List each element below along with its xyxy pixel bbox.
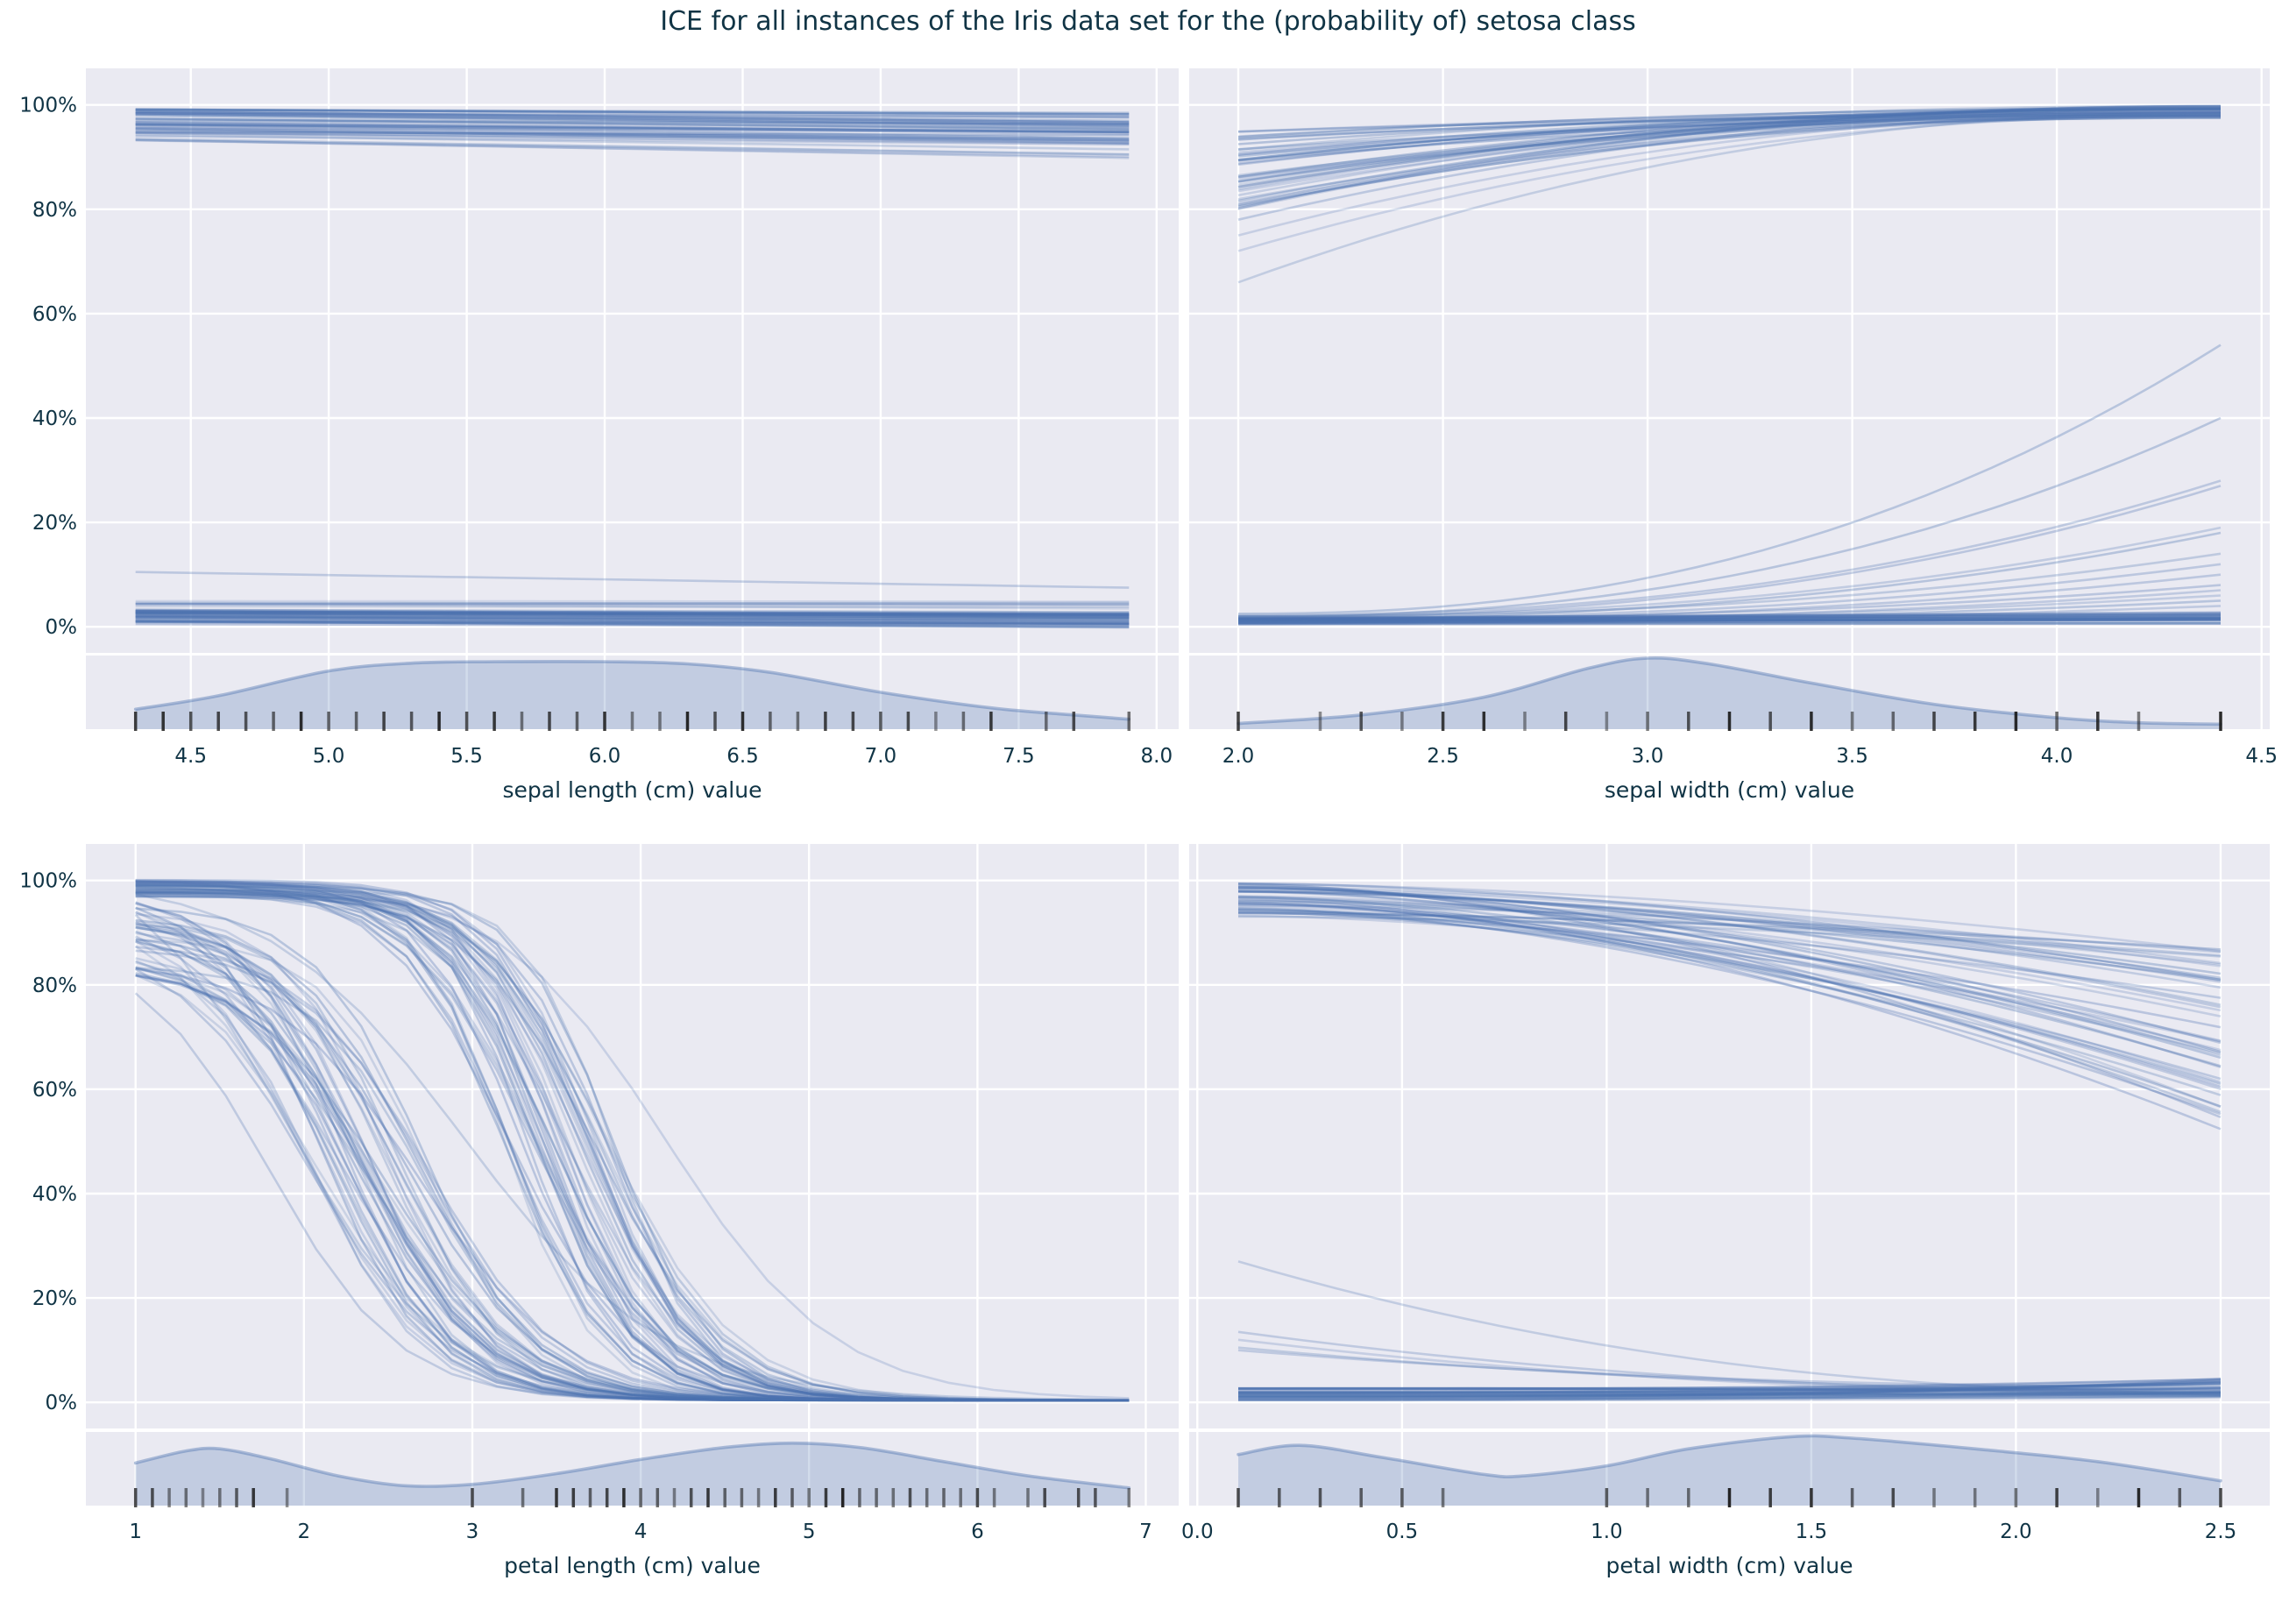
ice-line bbox=[136, 615, 1130, 616]
y-tick-label: 80% bbox=[32, 199, 77, 222]
y-tick-label: 0% bbox=[46, 616, 78, 639]
plot-background bbox=[1189, 68, 2270, 653]
y-tick-label: 20% bbox=[32, 1287, 77, 1310]
x-tick-label: 7.0 bbox=[865, 745, 897, 768]
panel-sepal-length: 4.5 5.0 5.5 6.0 6.5 7.0 7.5 8.0 sepal length (cm… bbox=[19, 68, 1179, 803]
x-tick-label: 3 bbox=[466, 1520, 479, 1543]
x-tick-label: 0.0 bbox=[1181, 1520, 1214, 1543]
x-tick-label: 2 bbox=[297, 1520, 310, 1543]
x-tick-label: 6.5 bbox=[726, 745, 759, 768]
x-tick-label: 3.0 bbox=[1632, 745, 1664, 768]
x-tick-label: 3.5 bbox=[1836, 745, 1868, 768]
x-tick-label: 2.0 bbox=[1222, 745, 1255, 768]
y-tick-label: 0% bbox=[46, 1392, 78, 1414]
x-axis-label: petal width (cm) value bbox=[1606, 1553, 1853, 1578]
ice-line bbox=[136, 603, 1130, 605]
y-tick-label: 100% bbox=[19, 95, 77, 117]
x-tick-label: 1.0 bbox=[1591, 1520, 1623, 1543]
x-tick-label: 4.5 bbox=[174, 745, 207, 768]
x-axis-label: petal length (cm) value bbox=[504, 1553, 761, 1578]
y-tick-label: 20% bbox=[32, 512, 77, 535]
x-tick-label: 5.0 bbox=[313, 745, 345, 768]
y-tick-label: 80% bbox=[32, 975, 77, 997]
panel-petal-length: 1 2 3 4 5 6 7 petal length (cm) value 0% 20% 40% 60… bbox=[19, 844, 1179, 1578]
x-tick-label: 4 bbox=[634, 1520, 648, 1543]
x-tick-label: 5 bbox=[803, 1520, 816, 1543]
y-tick-label: 60% bbox=[32, 303, 77, 326]
x-tick-label: 4.5 bbox=[2245, 745, 2278, 768]
y-tick-label: 60% bbox=[32, 1079, 77, 1102]
panels-group: 4.5 5.0 5.5 6.0 6.5 7.0 7.5 8.0 sepal length (cm… bbox=[19, 68, 2278, 1578]
x-tick-label: 2.5 bbox=[1427, 745, 1459, 768]
x-tick-label: 7 bbox=[1139, 1520, 1152, 1543]
x-tick-label: 6.0 bbox=[589, 745, 621, 768]
x-tick-label: 1 bbox=[129, 1520, 142, 1543]
y-tick-label: 40% bbox=[32, 1183, 77, 1206]
x-tick-label: 5.5 bbox=[450, 745, 483, 768]
panel-sepal-width: 2.0 2.5 3.0 3.5 4.0 4.5 sepal width (cm) value bbox=[1189, 68, 2278, 803]
ice-line bbox=[136, 601, 1130, 602]
y-tick-label: 40% bbox=[32, 408, 77, 430]
x-tick-label: 2.5 bbox=[2205, 1520, 2237, 1543]
x-axis-label: sepal length (cm) value bbox=[503, 777, 762, 803]
x-tick-label: 4.0 bbox=[2041, 745, 2073, 768]
figure-title: ICE for all instances of the Iris data s… bbox=[660, 6, 1636, 37]
x-tick-label: 7.5 bbox=[1003, 745, 1035, 768]
panel-petal-width: 0.0 0.5 1.0 1.5 2.0 2.5 petal width (cm) value bbox=[1181, 844, 2270, 1578]
x-axis-label: sepal width (cm) value bbox=[1605, 777, 1854, 803]
y-tick-label: 100% bbox=[19, 870, 77, 893]
x-tick-label: 8.0 bbox=[1141, 745, 1173, 768]
x-tick-label: 6 bbox=[971, 1520, 984, 1543]
x-tick-label: 1.5 bbox=[1796, 1520, 1828, 1543]
x-tick-label: 0.5 bbox=[1386, 1520, 1419, 1543]
x-tick-label: 2.0 bbox=[2000, 1520, 2032, 1543]
